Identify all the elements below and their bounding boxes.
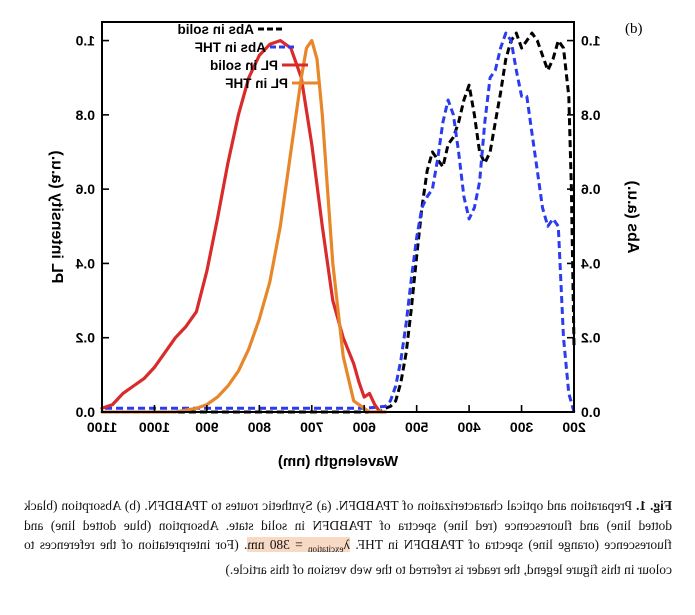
y-tick-label-right: 0.2 [581, 330, 601, 346]
x-tick-label: 1100 [87, 419, 118, 435]
legend: Abs in solid Abs in THF PL in solid PL in T… [177, 22, 318, 91]
x-tick-label: 800 [247, 419, 271, 435]
caption-lambda: λ [343, 537, 351, 552]
y-tick-label-left: 0.6 [75, 181, 95, 197]
x-tick-label: 400 [457, 419, 481, 435]
y-tick-label-right: 0.8 [581, 107, 601, 123]
plot-layer [100, 31, 576, 414]
series-line-pl-in-thf [100, 39, 387, 414]
y-tick-label-right: 0.4 [581, 255, 601, 271]
x-tick-label: 1000 [139, 419, 170, 435]
y-tick-label-right: 0.6 [581, 181, 601, 197]
x-tick-label: 300 [510, 419, 534, 435]
y-tick-label-left: 0.2 [75, 330, 95, 346]
plot-frame [101, 21, 575, 413]
x-tick-label: 500 [405, 419, 429, 435]
y-axis-label-left: PL intensity (a.u.) [48, 150, 65, 283]
caption-highlight: λexcitation = 380 nm [247, 537, 351, 554]
legend-label: PL in solid [210, 58, 278, 73]
x-tick-label: 200 [562, 419, 586, 435]
y-tick-label-left: 1.0 [75, 33, 95, 49]
legend-label: Abs in solid [177, 22, 254, 37]
x-axis-label: Wavelength (nm) [278, 453, 398, 470]
y-tick-label-left: 0.0 [75, 404, 95, 420]
chart: 200 300 400 500 600 700 800 900 1000 1100 0.0 0.0 0.… [48, 21, 643, 470]
x-tick-label: 700 [300, 419, 324, 435]
legend-label: Abs in THF [195, 40, 266, 55]
legend-label: PL in THF [225, 76, 288, 91]
series-line-abs-in-solid [102, 31, 576, 414]
y-axis-label-right: Abs (a.u.) [624, 181, 641, 254]
y-tick-label-right: 0.0 [581, 404, 601, 420]
series-line-abs-in-thf [102, 31, 576, 413]
caption-lambda-eq: = 380 nm [247, 537, 309, 552]
figure-caption: Fig. 1. Preparation and optical characte… [24, 496, 672, 579]
x-tick-label: 900 [195, 419, 219, 435]
x-tick-label: 600 [352, 419, 376, 435]
series-line-pl-in-solid [100, 39, 387, 414]
y-tick-label-left: 0.4 [75, 255, 95, 271]
caption-prefix: Fig. 1. [636, 498, 672, 513]
caption-lambda-sub: excitation [308, 544, 344, 554]
panel-label: (b) [625, 21, 643, 37]
y-tick-label-left: 0.8 [75, 107, 95, 123]
y-tick-label-right: 1.0 [581, 33, 601, 49]
